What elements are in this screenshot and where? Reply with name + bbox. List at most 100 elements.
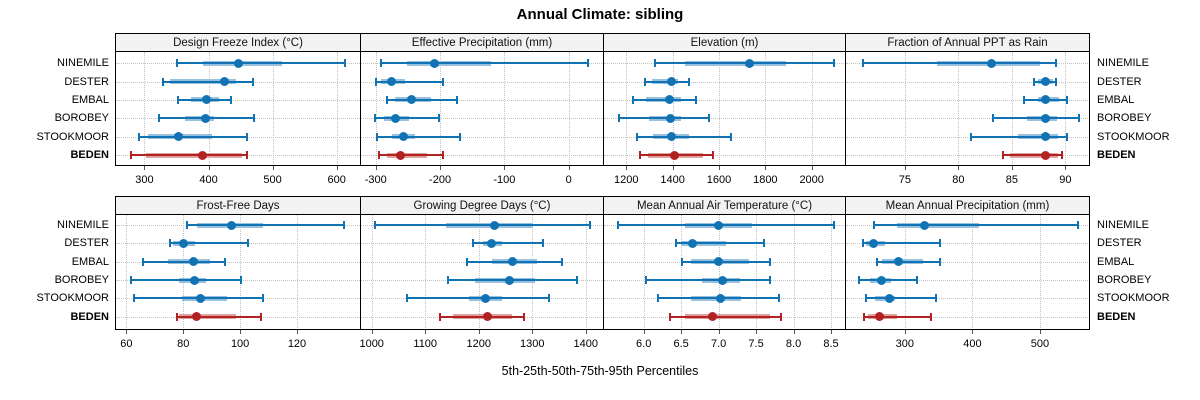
gridline-vertical [297,215,298,329]
axis-tick-label: 1000 [359,338,384,350]
axis-tick [972,330,974,334]
gridline-horizontal [116,261,360,263]
whisker-cap [380,59,383,68]
gridline-horizontal [846,99,1089,101]
gridline-horizontal [604,118,845,120]
whisker-cap [374,114,376,123]
axis-tick-label: 1400 [660,174,685,186]
station-label-right-ninemile: NINEMILE [1097,219,1149,231]
whisker-cap [548,294,551,303]
axis-tick [504,166,506,170]
whisker-cap [858,276,861,285]
whisker-cap [229,95,232,104]
station-label-right-embal: EMBAL [1097,93,1135,106]
gridline-horizontal [846,316,1089,318]
gridline-vertical [375,52,377,165]
gridline-horizontal [116,99,360,101]
whisker-line-stookmoor [138,135,247,138]
station-label-right-beden: BEDEN [1097,149,1136,161]
median-dot-borobey [201,113,211,123]
whisker-cap [635,132,638,141]
station-label-left-ninemile: NINEMILE [57,57,109,70]
whisker-cap [561,257,564,266]
whisker-line-borobey [130,279,241,282]
whisker-line-beden [863,315,931,318]
whisker-line-stookmoor [865,297,936,300]
whisker-line-embal [386,98,457,101]
station-label-left-borobey: BOROBEY [54,274,109,287]
gridline-vertical [126,215,128,329]
whisker-line-borobey [858,279,917,282]
whisker-cap [778,294,781,303]
median-dot-ninemile [429,58,439,68]
whisker-cap [934,294,937,303]
station-label-left-beden: BEDEN [70,310,109,323]
gridline-vertical [756,215,758,329]
median-dot-borobey [505,275,515,285]
whisker-cap [653,59,656,68]
x-axis-caption: 5th-25th-50th-75th-95th Percentiles [501,364,699,378]
axis-tick-label: 400 [199,174,218,186]
whisker-line-ninemile [374,224,589,226]
whisker-cap [158,114,161,123]
gridline-vertical [440,52,442,165]
axis-tick [904,330,906,334]
axis-tick-label: 8.5 [823,338,839,350]
gridline-vertical [183,215,185,329]
whisker-cap [862,239,865,248]
axis-tick [718,166,720,170]
median-dot-stookmoor [666,132,676,142]
axis-tick [1039,330,1041,334]
whisker-cap [458,132,461,141]
station-label-left-stookmoor: STOOKMOOR [36,292,109,305]
axis-tick [532,330,534,334]
median-dot-stookmoor [1040,132,1050,142]
whisker-cap [707,114,710,123]
whisker-line-dester [472,242,543,245]
whisker-line-ninemile [176,62,345,65]
axis-tick-label: 1100 [413,338,438,350]
gridline-vertical [568,52,570,165]
whisker-cap [711,151,714,159]
whisker-line-ninemile [654,62,834,65]
whisker-cap [695,95,698,104]
axis-tick-label: 300 [895,338,914,350]
gridline-vertical [425,215,427,329]
axis-tick [1011,166,1013,170]
gridline-horizontal [361,99,603,101]
median-dot-beden [482,312,492,322]
median-dot-dester [220,77,230,87]
whisker-line-borobey [618,117,709,120]
whisker-cap [969,132,972,141]
axis-tick-label: 90 [1059,174,1072,186]
whisker-cap [377,151,380,159]
axis-tick [643,330,645,334]
whisker-cap [441,77,444,86]
axis-tick-label: 60 [120,338,133,350]
axis-tick-label: 1600 [706,174,732,186]
station-label-right-stookmoor: STOOKMOOR [1097,130,1170,143]
whisker-cap [138,132,141,141]
whisker-line-dester [644,80,689,83]
whisker-cap [176,59,178,68]
median-dot-borobey [1040,113,1050,123]
median-dot-dester [387,77,397,87]
whisker-line-ninemile [617,224,834,226]
whisker-line-stookmoor [376,135,460,138]
panel-header-mean-annual-air-temperature-c: Mean Annual Air Temperature (°C) [604,196,846,215]
panel-title: Elevation (m) [690,36,759,49]
gridline-vertical [765,52,767,165]
whisker-cap [587,59,590,68]
whisker-line-ninemile [186,224,344,226]
whisker-line-ninemile [862,62,1056,65]
median-dot-stookmoor [885,293,895,303]
gridline-vertical [1065,52,1067,165]
median-dot-borobey [876,275,886,285]
whisker-line-beden [669,315,781,318]
median-dot-beden [874,312,884,322]
panel-title: Fraction of Annual PPT as Rain [887,36,1048,49]
axis-tick [585,330,587,334]
median-dot-dester [869,238,879,248]
gridline-vertical [504,52,506,165]
